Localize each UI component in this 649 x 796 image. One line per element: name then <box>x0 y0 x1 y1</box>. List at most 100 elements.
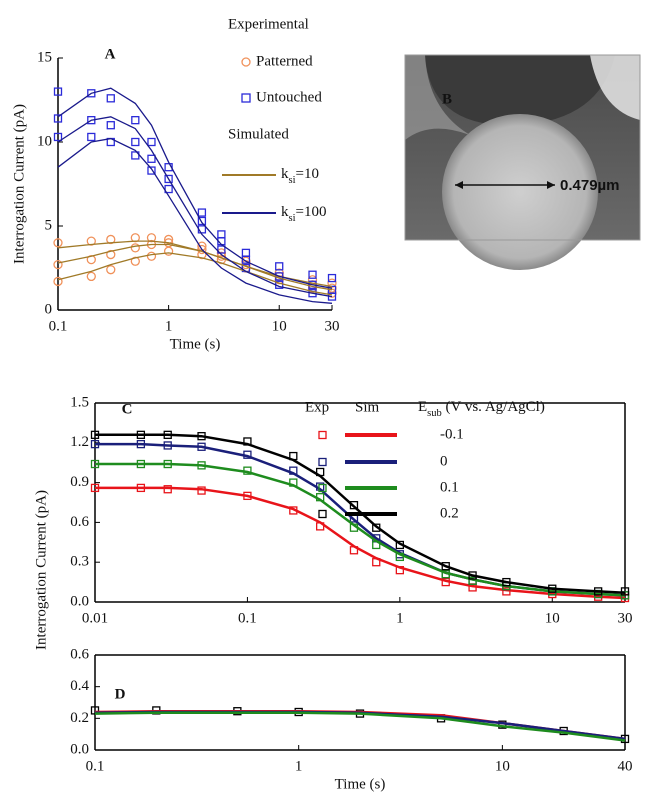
y-tick-label: 0.6 <box>70 514 89 530</box>
sim-curve <box>95 462 626 597</box>
legend-title-part: sub <box>427 408 442 419</box>
exp-point <box>217 245 226 254</box>
y-tick-label: 5 <box>45 217 53 233</box>
legend-label-part: =10 <box>296 166 319 182</box>
exp-point <box>620 587 630 596</box>
legend-title-part: E <box>418 399 427 415</box>
legend-label-part: k <box>281 204 289 220</box>
panel-letter: A <box>105 46 116 62</box>
exp-point <box>395 566 404 575</box>
exp-point <box>289 451 298 461</box>
exp-point <box>243 491 252 501</box>
sem-image <box>404 54 641 270</box>
x-axis-label: Time (s) <box>170 336 221 352</box>
legend-label-part: si <box>289 213 296 224</box>
sim-curve <box>95 442 626 597</box>
x-tick-label: 10 <box>272 318 287 334</box>
exp-point <box>163 485 172 494</box>
exp-point <box>163 459 172 469</box>
exp-point <box>372 540 381 550</box>
exp-point <box>441 569 450 579</box>
electrode-spot <box>442 114 598 270</box>
exp-point <box>90 706 100 715</box>
exp-point <box>594 587 603 596</box>
exp-point <box>289 506 298 515</box>
image-frame <box>404 54 641 241</box>
exp-point <box>53 238 63 248</box>
y-tick-label: 0.0 <box>70 741 89 757</box>
sim-curve <box>95 486 626 600</box>
legend-header: Exp <box>305 399 329 415</box>
sim-curve <box>94 709 626 741</box>
exp-point <box>53 259 63 270</box>
exp-point <box>372 558 381 567</box>
exp-point <box>241 248 251 258</box>
exp-point <box>197 442 206 451</box>
y-tick-label: 10 <box>37 133 52 149</box>
exp-point <box>502 587 511 596</box>
exp-point <box>136 483 146 493</box>
legend-swatch <box>318 483 327 493</box>
y-tick-label: 0.3 <box>70 554 89 570</box>
exp-point <box>197 461 206 470</box>
exp-point <box>395 552 404 562</box>
panel-letter: C <box>122 401 133 417</box>
exp-point <box>147 154 156 163</box>
legend-swatch <box>318 509 327 519</box>
exp-point <box>130 233 140 243</box>
exp-point <box>327 278 337 288</box>
legend-label: ksi=100 <box>281 204 326 223</box>
exp-point <box>197 216 207 226</box>
y-tick-label: 0.9 <box>70 474 89 490</box>
x-tick-label: 0.1 <box>238 610 257 626</box>
exp-point <box>316 522 325 531</box>
exp-point <box>243 437 252 446</box>
y-tick-label: 1.5 <box>70 394 89 410</box>
exp-point <box>146 233 157 243</box>
legend-label: 0.2 <box>440 505 459 521</box>
sim-curve <box>95 433 626 594</box>
legend-title-part: (V vs. Ag/AgCl) <box>442 399 545 415</box>
exp-point <box>147 137 156 147</box>
sim-curve <box>57 137 333 304</box>
exp-point <box>316 482 325 491</box>
exp-point <box>289 466 298 475</box>
exp-point <box>349 546 359 555</box>
exp-point <box>217 230 226 239</box>
exp-point <box>349 501 359 510</box>
tip-shadow <box>425 55 615 126</box>
x-tick-label: 30 <box>325 318 340 334</box>
exp-point <box>197 208 207 217</box>
y-axis-label: Interrogation Current (pA) <box>11 104 27 264</box>
x-tick-label: 1 <box>165 318 173 334</box>
legend-label: -0.1 <box>440 426 464 442</box>
y-tick-label: 0.0 <box>70 593 89 609</box>
sim-curve <box>94 711 626 742</box>
legend-swatch <box>318 430 327 440</box>
legend-title: Esub (V vs. Ag/AgCl) <box>418 399 545 418</box>
legend-swatch <box>241 93 251 103</box>
exp-point <box>136 430 146 439</box>
panel-letter: B <box>442 91 452 107</box>
exp-point <box>106 94 115 103</box>
x-tick-label: 0.1 <box>86 758 105 774</box>
exp-point <box>87 89 96 98</box>
legend-header: Sim <box>355 399 380 415</box>
exp-point <box>90 459 100 469</box>
panel-letter: D <box>115 686 126 702</box>
exp-point <box>106 265 116 275</box>
sim-curve <box>57 243 333 291</box>
exp-point <box>275 262 284 271</box>
exp-point <box>90 430 100 439</box>
exp-point <box>86 271 96 282</box>
exp-point <box>53 132 63 142</box>
exp-point <box>131 137 140 147</box>
x-axis-label: Time (s) <box>335 776 386 792</box>
x-tick-label: 0.1 <box>49 318 68 334</box>
legend-label: 0 <box>440 453 448 469</box>
sim-curve <box>57 252 333 296</box>
exp-point <box>130 243 140 253</box>
exp-point <box>146 251 157 261</box>
tip-edge <box>590 55 640 120</box>
